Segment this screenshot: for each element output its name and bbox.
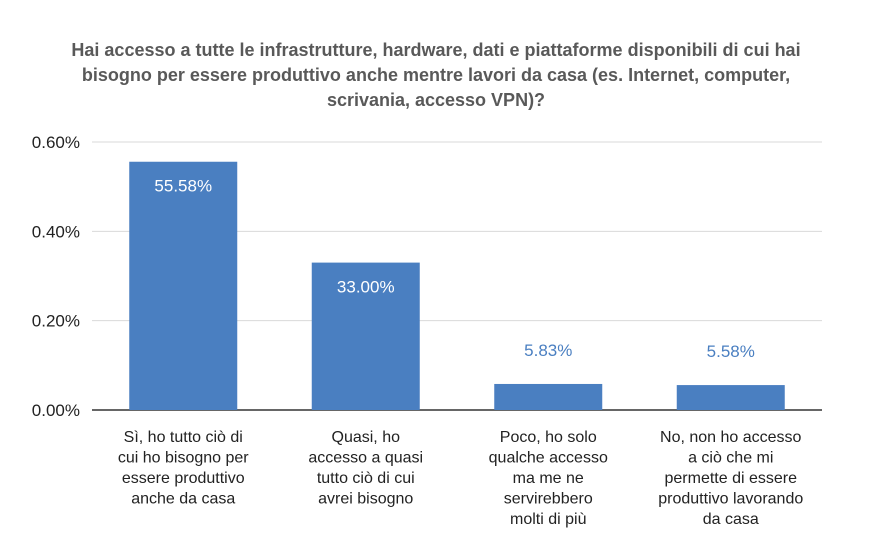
x-tick-label: Poco, ho solo qualche accesso ma me ne serv…	[489, 429, 608, 528]
x-tick-label: Sì, ho tutto ciò di cui ho bisogno per ess…	[118, 429, 249, 508]
y-tick-label: 0.40%	[32, 222, 80, 241]
bar	[494, 383, 603, 410]
y-tick-label: 0.60%	[32, 133, 80, 152]
y-tick-label: 0.20%	[32, 312, 80, 331]
data-label: 55.58%	[154, 177, 212, 196]
bar	[676, 385, 785, 410]
x-tick-label: No, non ho accesso a ciò che mi permette d…	[658, 429, 803, 528]
chart-title-line: scrivania, accesso VPN)?	[326, 90, 546, 110]
chart-title: Hai accesso a tutte le infrastrutture, h…	[0, 38, 872, 113]
y-tick-label: 0.00%	[32, 401, 80, 420]
bar	[129, 161, 238, 410]
chart-title-line: bisogno per essere produttivo anche ment…	[81, 65, 791, 85]
data-label: 5.58%	[707, 342, 755, 361]
chart-title-line: Hai accesso a tutte le infrastrutture, h…	[71, 40, 801, 60]
bar	[311, 262, 420, 410]
data-label: 33.00%	[337, 278, 395, 297]
data-label: 5.83%	[524, 341, 572, 360]
x-tick-label: Quasi, ho accesso a quasi tutto ciò di cui…	[308, 429, 423, 508]
